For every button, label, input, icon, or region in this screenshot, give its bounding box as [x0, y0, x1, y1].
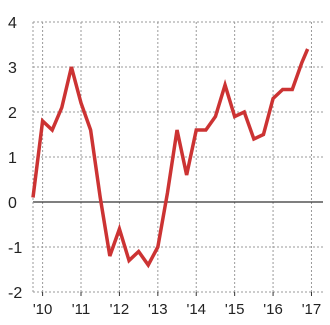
y-tick-label: 1	[8, 150, 17, 167]
y-tick-label: 3	[8, 60, 17, 77]
x-tick-label: '14	[186, 301, 206, 318]
y-tick-label: 4	[8, 15, 17, 32]
y-tick-label: 0	[8, 195, 17, 212]
x-tick-label: '15	[225, 301, 245, 318]
x-tick-label: '12	[110, 301, 130, 318]
x-tick-label: '17	[302, 301, 322, 318]
x-tick-label: '16	[263, 301, 283, 318]
x-tick-label: '13	[148, 301, 168, 318]
x-tick-label: '11	[72, 301, 90, 318]
y-tick-label: -1	[8, 240, 22, 257]
y-tick-label: -2	[8, 285, 22, 302]
x-tick-label: '10	[33, 301, 53, 318]
y-tick-label: 2	[8, 105, 17, 122]
